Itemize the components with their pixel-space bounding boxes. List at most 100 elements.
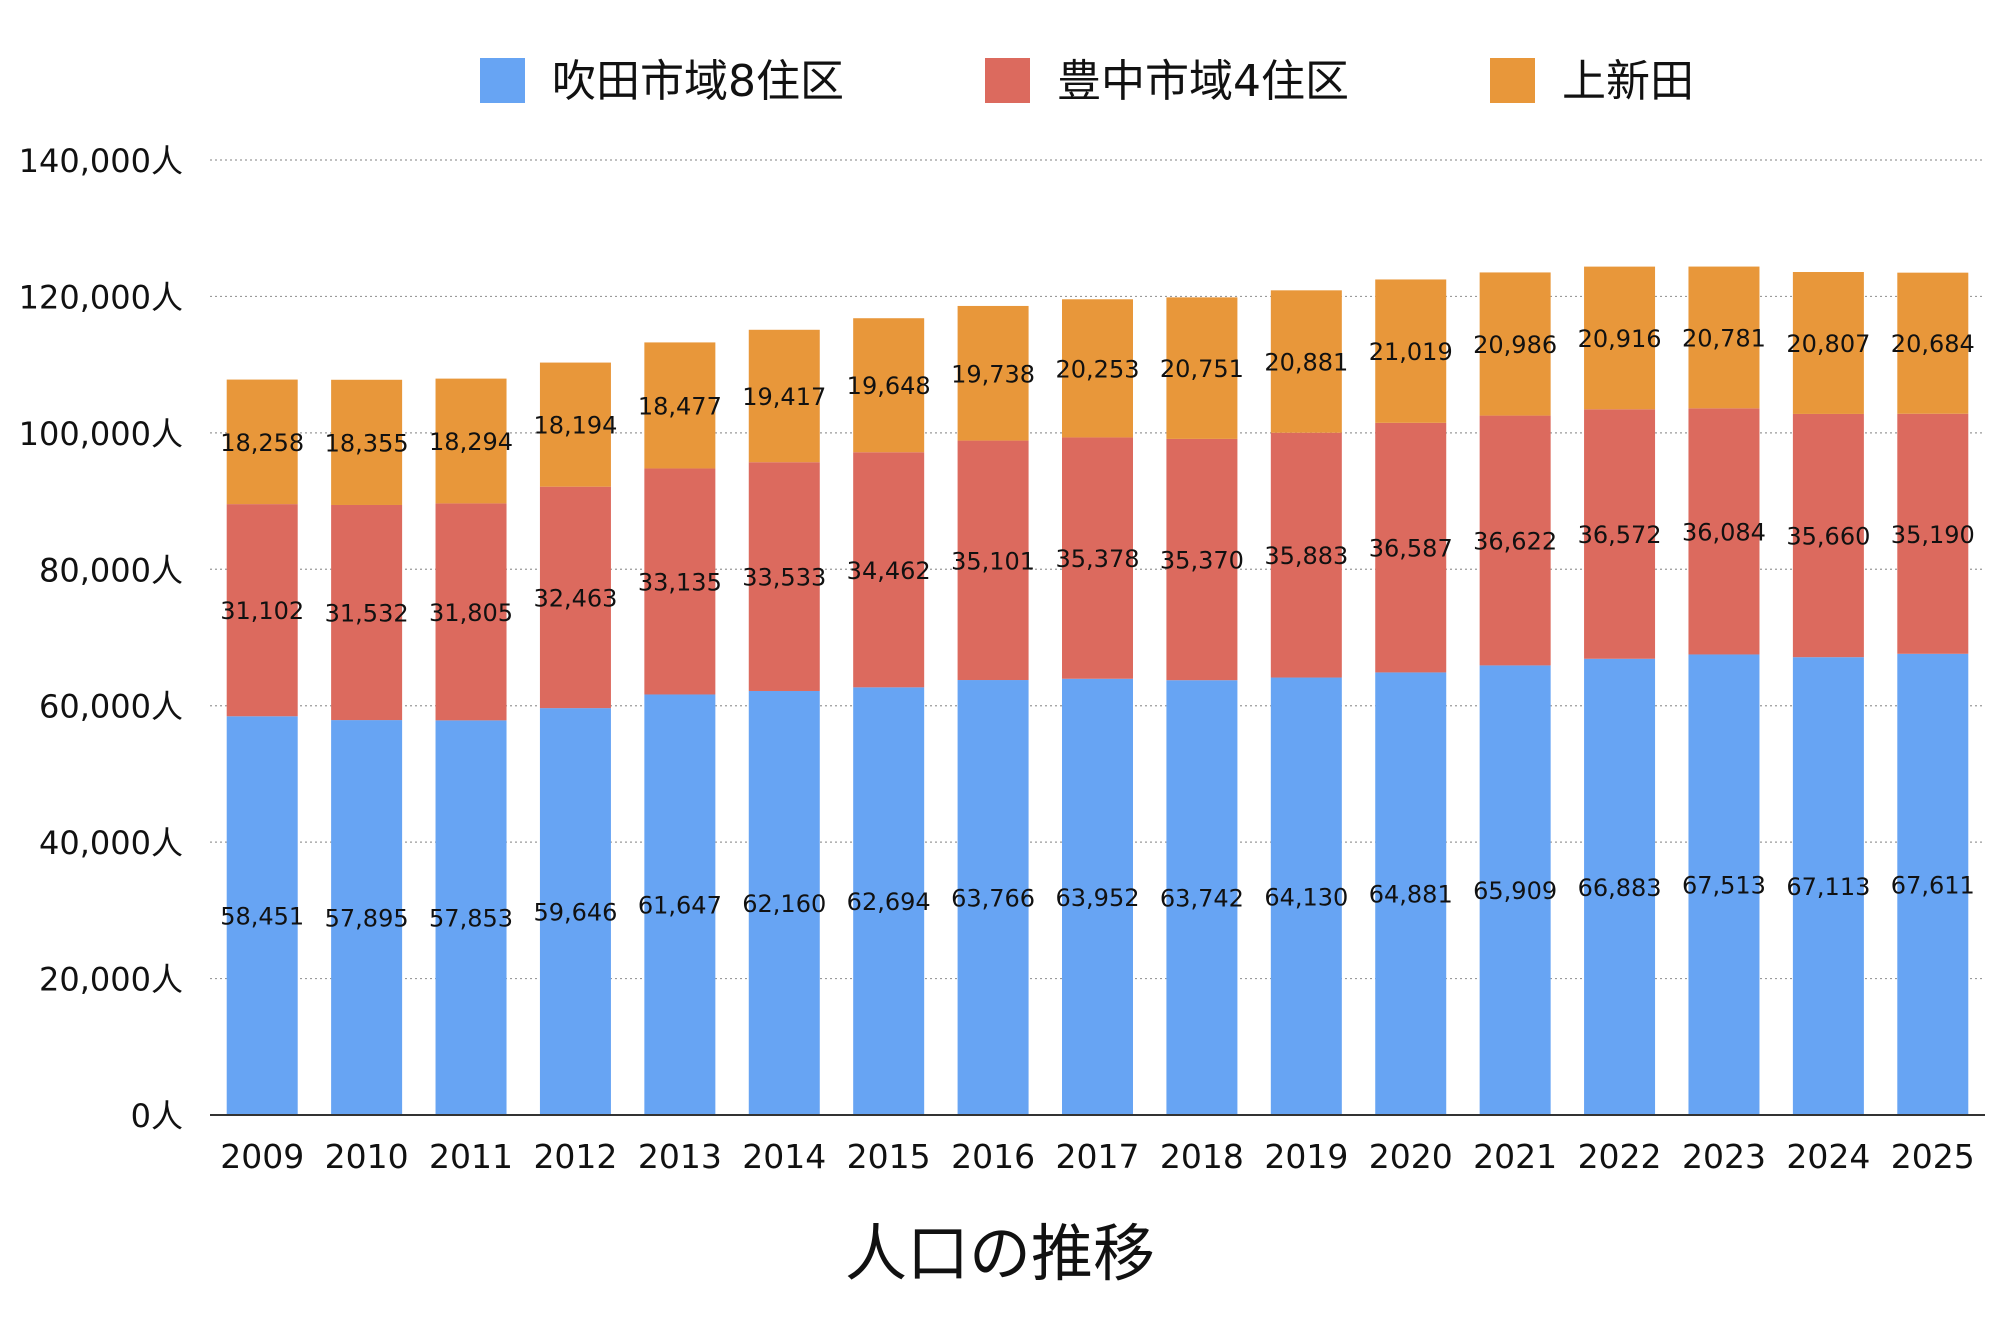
- bar-segment: [1270, 290, 1342, 433]
- data-label: 36,084: [1682, 518, 1766, 546]
- bar-segment: [226, 504, 298, 717]
- y-tick-label: 80,000人: [39, 551, 183, 589]
- bar-segment: [1688, 408, 1760, 655]
- legend-label: 上新田: [1562, 56, 1694, 107]
- data-label: 63,766: [951, 885, 1035, 913]
- bar-segment: [226, 379, 298, 505]
- bar-segment: [435, 720, 507, 1115]
- x-tick-label: 2023: [1682, 1137, 1766, 1176]
- bar-segment: [957, 680, 1029, 1115]
- data-label: 33,135: [638, 568, 722, 596]
- data-label: 18,194: [533, 412, 617, 440]
- bar-segment: [853, 687, 925, 1115]
- bar-segment: [539, 486, 611, 709]
- data-label: 20,916: [1578, 325, 1662, 353]
- data-label: 20,881: [1264, 349, 1348, 377]
- bar-segment: [748, 690, 820, 1115]
- bar-segment: [1166, 438, 1238, 681]
- y-tick-label: 40,000人: [39, 824, 183, 862]
- bar-segment: [1584, 658, 1656, 1115]
- bar-segment: [1792, 413, 1864, 658]
- bar-segment: [853, 318, 925, 453]
- data-label: 62,694: [847, 888, 931, 916]
- y-tick-label: 60,000人: [39, 688, 183, 726]
- bar-segment: [853, 452, 925, 688]
- x-tick-label: 2019: [1264, 1137, 1348, 1176]
- bar-segment: [1479, 665, 1551, 1115]
- x-tick-label: 2015: [847, 1137, 931, 1176]
- legend-label: 吹田市域8住区: [552, 56, 844, 107]
- data-label: 35,378: [1056, 545, 1140, 573]
- bar-segment: [1897, 653, 1969, 1115]
- bar-segment: [644, 342, 716, 469]
- data-label: 35,660: [1786, 523, 1870, 551]
- bar-segment: [644, 468, 716, 695]
- data-label: 57,895: [325, 905, 409, 933]
- bar-segment: [957, 305, 1029, 441]
- bar-segment: [1584, 266, 1656, 410]
- bar-segment: [1479, 415, 1551, 666]
- data-label: 20,751: [1160, 355, 1244, 383]
- y-tick-label: 100,000人: [19, 415, 183, 453]
- data-label: 20,986: [1473, 331, 1557, 359]
- data-label: 18,477: [638, 392, 722, 420]
- bar-segment: [1062, 299, 1133, 438]
- data-label: 21,019: [1369, 338, 1453, 366]
- data-label: 65,909: [1473, 877, 1557, 905]
- data-label: 63,742: [1160, 885, 1244, 913]
- data-label: 31,102: [220, 597, 304, 625]
- data-label: 33,533: [742, 564, 826, 592]
- data-label: 18,258: [220, 429, 304, 457]
- bar-segment: [1792, 272, 1864, 414]
- bar-segment: [957, 440, 1029, 681]
- x-tick-label: 2018: [1160, 1137, 1244, 1176]
- bar-segment: [748, 329, 820, 463]
- bar-segment: [1062, 437, 1133, 679]
- bar-segment: [1375, 422, 1447, 673]
- x-tick-label: 2012: [533, 1137, 617, 1176]
- data-label: 64,130: [1264, 883, 1348, 911]
- x-tick-label: 2024: [1786, 1137, 1870, 1176]
- bar-segment: [435, 378, 507, 504]
- bar-segment: [1792, 657, 1864, 1115]
- y-tick-label: 0人: [131, 1097, 183, 1135]
- bar-segment: [226, 716, 298, 1115]
- data-label: 34,462: [847, 557, 931, 585]
- x-tick-label: 2021: [1473, 1137, 1557, 1176]
- bar-segment: [331, 379, 403, 505]
- x-tick-label: 2009: [220, 1137, 304, 1176]
- data-label: 35,883: [1264, 542, 1348, 570]
- bar-segment: [539, 708, 611, 1115]
- y-tick-label: 120,000人: [19, 278, 183, 316]
- x-tick-label: 2011: [429, 1137, 513, 1176]
- bar-segment: [331, 720, 403, 1115]
- legend-swatch: [480, 58, 525, 103]
- data-label: 18,294: [429, 428, 513, 456]
- y-tick-label: 140,000人: [19, 142, 183, 180]
- data-label: 58,451: [220, 903, 304, 931]
- bar-segment: [1166, 680, 1238, 1115]
- x-tick-label: 2010: [325, 1137, 409, 1176]
- data-label: 59,646: [533, 899, 617, 927]
- legend-swatch: [985, 58, 1030, 103]
- data-label: 36,572: [1578, 521, 1662, 549]
- legend-label: 豊中市域4住区: [1057, 56, 1349, 107]
- bar-segment: [1897, 272, 1969, 414]
- data-label: 36,587: [1369, 535, 1453, 563]
- data-label: 20,253: [1056, 355, 1140, 383]
- data-label: 19,417: [742, 383, 826, 411]
- data-label: 62,160: [742, 890, 826, 918]
- y-tick-label: 20,000人: [39, 961, 183, 999]
- bar-segment: [539, 362, 611, 487]
- x-tick-label: 2025: [1891, 1137, 1975, 1176]
- bar-segment: [1479, 272, 1551, 416]
- bar-segment: [1375, 279, 1447, 423]
- data-label: 20,781: [1682, 324, 1766, 352]
- data-label: 18,355: [325, 429, 409, 457]
- bar-segment: [1897, 413, 1969, 654]
- legend-swatch: [1490, 58, 1535, 103]
- bar-segment: [331, 504, 403, 721]
- data-label: 57,853: [429, 905, 513, 933]
